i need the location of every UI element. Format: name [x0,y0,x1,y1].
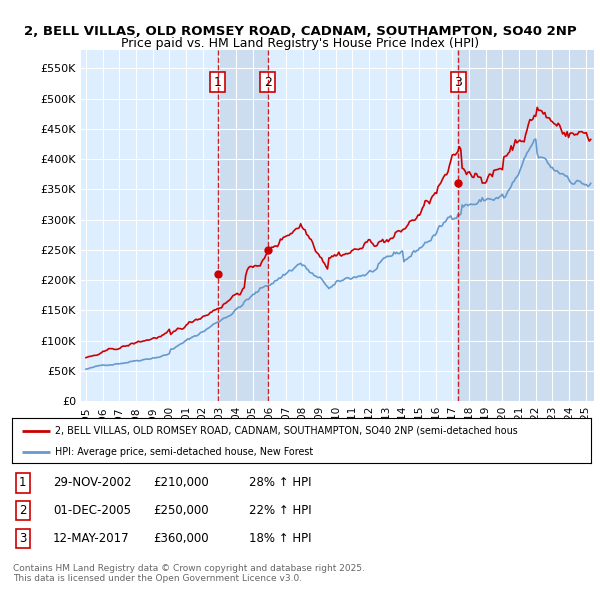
Text: 29-NOV-2002: 29-NOV-2002 [53,476,131,490]
Text: 3: 3 [19,532,26,545]
Text: 2, BELL VILLAS, OLD ROMSEY ROAD, CADNAM, SOUTHAMPTON, SO40 2NP: 2, BELL VILLAS, OLD ROMSEY ROAD, CADNAM,… [23,25,577,38]
Text: 3: 3 [454,76,463,88]
Text: 2, BELL VILLAS, OLD ROMSEY ROAD, CADNAM, SOUTHAMPTON, SO40 2NP (semi-detached ho: 2, BELL VILLAS, OLD ROMSEY ROAD, CADNAM,… [55,426,518,436]
Text: 22% ↑ HPI: 22% ↑ HPI [249,504,311,517]
Text: 1: 1 [214,76,221,88]
Text: 01-DEC-2005: 01-DEC-2005 [53,504,131,517]
Bar [458,50,594,401]
Text: 2: 2 [19,504,26,517]
Text: £210,000: £210,000 [153,476,209,490]
Text: HPI: Average price, semi-detached house, New Forest: HPI: Average price, semi-detached house,… [55,447,314,457]
Text: Contains HM Land Registry data © Crown copyright and database right 2025.
This d: Contains HM Land Registry data © Crown c… [13,563,365,583]
Text: 18% ↑ HPI: 18% ↑ HPI [249,532,311,545]
Bar [218,50,268,401]
Text: 28% ↑ HPI: 28% ↑ HPI [249,476,311,490]
Text: £250,000: £250,000 [153,504,209,517]
Text: 1: 1 [19,476,26,490]
Text: 2: 2 [264,76,272,88]
Text: Price paid vs. HM Land Registry's House Price Index (HPI): Price paid vs. HM Land Registry's House … [121,37,479,50]
Text: £360,000: £360,000 [153,532,209,545]
Text: 12-MAY-2017: 12-MAY-2017 [53,532,130,545]
